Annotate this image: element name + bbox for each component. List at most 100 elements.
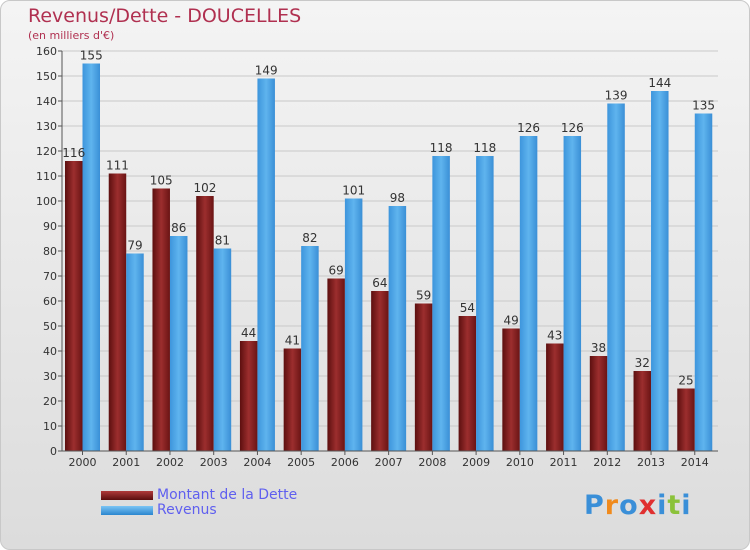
legend-label-revenus: Revenus (157, 502, 217, 518)
data-label-dette: 38 (591, 341, 606, 355)
bar-revenus (82, 63, 100, 451)
x-tick-label: 2007 (375, 456, 403, 469)
bar-dette (196, 196, 214, 451)
data-label-dette: 41 (285, 334, 300, 348)
chart-title: Revenus/Dette - DOUCELLES (28, 5, 302, 27)
y-tick-label: 30 (43, 370, 57, 383)
data-label-dette: 69 (329, 264, 344, 278)
y-tick-label: 110 (36, 170, 57, 183)
y-tick-label: 20 (43, 395, 57, 408)
chart-subtitle: (en milliers d'€) (28, 29, 115, 42)
y-tick-label: 100 (36, 195, 57, 208)
y-tick-label: 40 (43, 345, 57, 358)
bar-revenus (213, 248, 232, 451)
data-label-revenus: 155 (80, 49, 103, 63)
data-label-revenus: 79 (127, 239, 142, 253)
y-tick-label: 50 (43, 320, 57, 333)
data-label-revenus: 118 (430, 141, 453, 155)
y-tick-label: 120 (36, 145, 57, 158)
data-label-dette: 43 (547, 329, 562, 343)
logo-letter: P (584, 490, 605, 521)
data-label-revenus: 144 (648, 76, 671, 90)
x-tick-label: 2011 (550, 456, 578, 469)
bar-dette (589, 356, 608, 451)
y-tick-label: 90 (43, 220, 57, 233)
x-tick-label: 2002 (156, 456, 184, 469)
bar-dette (239, 341, 258, 451)
x-tick-label: 2000 (69, 456, 97, 469)
y-tick-label: 60 (43, 295, 57, 308)
x-tick-label: 2013 (637, 456, 665, 469)
x-tick-label: 2004 (243, 456, 271, 469)
legend-swatch-dette (101, 491, 153, 500)
data-label-revenus: 126 (561, 121, 584, 135)
data-label-revenus: 139 (605, 89, 628, 103)
bar-dette (633, 371, 652, 451)
proxiti-logo: Proxiti (584, 490, 692, 521)
bar-dette (327, 278, 345, 451)
data-label-revenus: 149 (255, 64, 278, 78)
data-label-revenus: 98 (390, 191, 405, 205)
bar-revenus (476, 156, 494, 451)
y-tick-label: 160 (36, 45, 57, 58)
x-tick-label: 2009 (462, 456, 490, 469)
legend-swatch-revenus (101, 506, 153, 515)
bar-dette (458, 316, 477, 451)
bar-dette (152, 188, 170, 451)
data-label-revenus: 118 (473, 141, 496, 155)
x-tick-label: 2006 (331, 456, 359, 469)
y-tick-label: 140 (36, 95, 57, 108)
bar-revenus (563, 136, 582, 451)
data-label-revenus: 82 (302, 231, 317, 245)
x-tick-label: 2014 (681, 456, 709, 469)
data-label-revenus: 86 (171, 221, 186, 235)
axes: 0 10 20 30 40 50 60 70 80 90 100 110 120 130 140 150 160… (36, 45, 718, 469)
bar-dette (546, 343, 564, 451)
x-tick-label: 2010 (506, 456, 534, 469)
data-label-dette: 32 (635, 356, 650, 370)
data-label-dette: 64 (372, 276, 387, 290)
y-tick-label: 150 (36, 70, 57, 83)
bar-dette (414, 303, 433, 451)
data-label-dette: 49 (503, 314, 518, 328)
bar-revenus (126, 253, 144, 451)
legend-label-dette: Montant de la Dette (157, 487, 298, 503)
bar-revenus (257, 78, 275, 451)
data-label-dette: 54 (460, 301, 475, 315)
logo-letter: t (667, 490, 682, 521)
y-tick-label: 10 (43, 420, 57, 433)
logo-letter: r (604, 490, 620, 521)
data-label-dette: 105 (150, 174, 173, 188)
bar-revenus (651, 91, 669, 451)
bar-revenus (301, 246, 319, 451)
data-label-revenus: 126 (517, 121, 540, 135)
logo-letter: x (638, 490, 658, 521)
bar-dette (65, 161, 83, 451)
y-tick-label: 0 (50, 445, 57, 458)
bar-dette (283, 348, 302, 451)
data-labels: 116 155 111 79 105 86 102 81 44 149 41 82 69 101 64 98 5… (62, 49, 715, 388)
x-tick-label: 2008 (418, 456, 446, 469)
data-label-dette: 116 (62, 146, 85, 160)
bar-revenus (519, 136, 538, 451)
y-tick-label: 130 (36, 120, 57, 133)
logo-letter: i (681, 490, 692, 521)
bars (65, 63, 713, 451)
data-label-revenus: 101 (342, 184, 365, 198)
data-label-revenus: 135 (692, 99, 715, 113)
bar-revenus (388, 206, 407, 451)
y-tick-label: 70 (43, 270, 57, 283)
logo-letter: i (657, 490, 668, 521)
data-label-dette: 102 (193, 181, 216, 195)
data-label-dette: 25 (678, 374, 693, 388)
logo-letter: o (619, 490, 639, 521)
bar-revenus (432, 156, 450, 451)
x-tick-label: 2012 (593, 456, 621, 469)
data-label-revenus: 81 (215, 234, 230, 248)
bar-dette (371, 291, 389, 451)
bar-dette (677, 388, 695, 451)
data-label-dette: 111 (106, 159, 129, 173)
bar-dette (502, 328, 520, 451)
